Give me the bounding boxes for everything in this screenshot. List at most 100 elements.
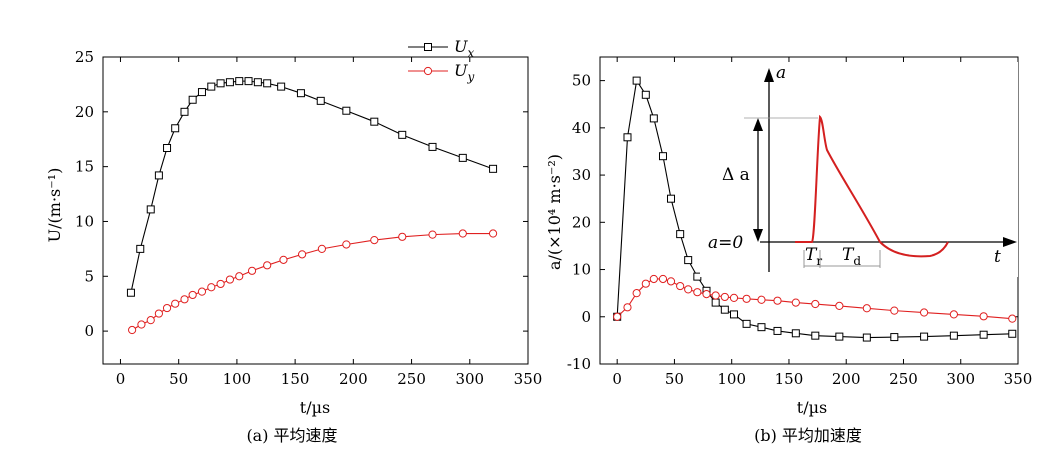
data-point-Ux (171, 124, 180, 133)
data-point-ax (890, 333, 899, 342)
data-point-Uy (370, 236, 379, 245)
x-tick-label: 350 (1004, 370, 1033, 388)
y-axis-label: U/(m·s⁻¹) (45, 168, 64, 243)
data-point-Ux (253, 78, 262, 87)
data-point-Uy (180, 295, 189, 304)
data-point-Ux (370, 117, 379, 126)
data-point-ay (702, 289, 711, 299)
y-tick-label: 25 (75, 48, 94, 66)
series-Uy (128, 229, 498, 335)
data-point-ay (641, 279, 650, 288)
data-point-Ux (146, 205, 155, 214)
y-tick-label: 15 (75, 158, 94, 176)
data-point-ax (862, 333, 871, 342)
y-tick-label: -10 (567, 355, 591, 373)
x-tick-label: 100 (223, 370, 252, 388)
x-tick-label: 150 (775, 370, 804, 388)
data-point-Ux (163, 144, 172, 153)
inset-delta-arrow-bottom (753, 229, 763, 242)
data-point-Ux (126, 288, 135, 297)
data-point-ax (742, 319, 751, 328)
data-point-ay (720, 292, 729, 302)
data-point-Ux (180, 107, 189, 116)
data-point-Uy (162, 303, 172, 313)
x-tick-label: 0 (612, 370, 622, 388)
inset-background (700, 62, 1018, 277)
data-point-ax (920, 332, 929, 341)
data-point-Uy (298, 250, 307, 259)
data-point-Uy (279, 255, 288, 264)
data-point-ay (711, 291, 720, 300)
data-point-Ux (342, 106, 351, 115)
data-point-ay (773, 296, 782, 305)
data-point-ay (862, 304, 871, 313)
data-point-Ux (136, 244, 145, 253)
x-tick-label: 200 (832, 370, 861, 388)
x-tick-label: 250 (397, 370, 426, 388)
series-line-Uy (131, 232, 494, 331)
x-tick-label: 200 (339, 370, 368, 388)
data-point-Ux (154, 171, 163, 180)
series-line-ax (616, 79, 1013, 339)
data-point-ay (649, 274, 658, 284)
data-point-ay (613, 312, 622, 321)
data-point-ay (835, 301, 844, 311)
chart-caption: (b) 平均加速度 (754, 426, 862, 445)
data-point-ax (641, 90, 650, 99)
legend-marker-Uy (423, 66, 433, 76)
data-point-Ux (428, 142, 437, 151)
data-point-ax (757, 323, 766, 332)
data-point-ay (919, 308, 929, 317)
data-point-ay (623, 303, 632, 312)
y-tick-label: 0 (84, 322, 94, 340)
data-point-Ux (244, 77, 253, 86)
data-point-Uy (171, 299, 180, 308)
series-ay (613, 274, 1017, 323)
x-tick-label: 50 (665, 370, 684, 388)
data-point-ax (720, 305, 729, 314)
data-point-Ux (188, 95, 197, 104)
y-tick-label: 50 (572, 72, 591, 90)
data-point-Ux (296, 89, 305, 98)
y-tick-label: 20 (75, 103, 94, 121)
data-point-ay (676, 281, 685, 291)
inset-diagram: a t a=0 Δ a Tr Td (700, 62, 1018, 277)
inset-a-axis-arrow (764, 68, 774, 82)
legend-label-Ux: Ux (454, 37, 474, 60)
inset-zero-label: a=0 (708, 233, 743, 253)
data-point-ay (757, 295, 766, 304)
y-tick-label: 5 (84, 267, 94, 285)
inset-t-label: t (994, 247, 1001, 267)
x-tick-label: 50 (169, 370, 188, 388)
data-point-ax (811, 331, 820, 340)
data-point-ax (1008, 329, 1017, 338)
data-point-ax (676, 230, 685, 239)
inset-td-label: Td (842, 245, 861, 268)
data-point-Uy (207, 283, 216, 292)
data-point-ax (623, 133, 632, 142)
data-point-ax (711, 298, 720, 307)
y-tick-label: 10 (572, 261, 591, 279)
data-point-ay (890, 306, 899, 315)
data-point-Ux (225, 78, 234, 87)
data-point-Ux (263, 79, 272, 88)
data-point-ax (649, 114, 658, 123)
data-point-ay (979, 312, 988, 321)
data-point-ax (773, 326, 782, 335)
data-point-ay (811, 299, 820, 309)
data-point-Uy (342, 240, 351, 249)
data-point-ax (632, 76, 641, 85)
inset-a-label: a (776, 63, 786, 83)
data-point-ay (791, 298, 800, 307)
data-point-Uy (216, 279, 225, 289)
data-point-ax (658, 152, 667, 161)
x-tick-label: 0 (116, 370, 126, 388)
data-point-Uy (428, 230, 437, 239)
data-point-ay (693, 288, 702, 297)
data-point-Uy (235, 272, 244, 281)
inset-tr-label: Tr (805, 245, 822, 268)
data-point-Ux (458, 153, 467, 162)
x-tick-label: 350 (514, 370, 543, 388)
data-point-Uy (398, 232, 407, 241)
